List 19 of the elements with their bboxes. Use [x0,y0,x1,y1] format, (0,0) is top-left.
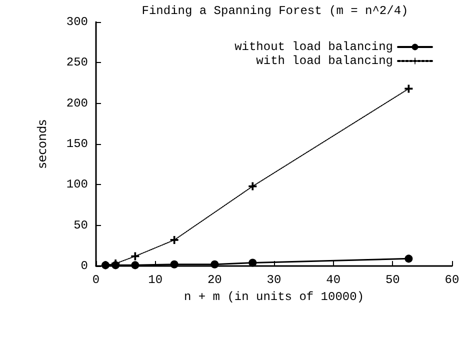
y-tick-label: 50 [74,218,88,232]
y-tick-label: 250 [66,56,88,70]
legend-label: without load balancing [234,40,393,54]
x-tick-label: 40 [326,273,341,287]
x-tick-label: 30 [266,273,282,287]
legend-label: with load balancing [256,54,393,68]
x-tick-label: 10 [148,273,163,287]
y-axis-title: seconds [35,119,49,169]
x-tick-label: 50 [385,273,400,287]
y-tick-label: 300 [66,15,88,29]
x-tick-label: 20 [207,273,222,287]
y-tick-label: 150 [66,137,88,151]
x-tick-label: 0 [92,273,100,287]
y-tick-label: 100 [66,178,88,192]
x-axis-title: n + m (in units of 10000) [184,290,364,304]
y-tick-label: 200 [66,96,88,110]
x-tick-label: 60 [444,273,460,287]
y-tick-label: 0 [80,259,88,273]
chart-title: Finding a Spanning Forest (m = n^2/4) [142,4,408,18]
